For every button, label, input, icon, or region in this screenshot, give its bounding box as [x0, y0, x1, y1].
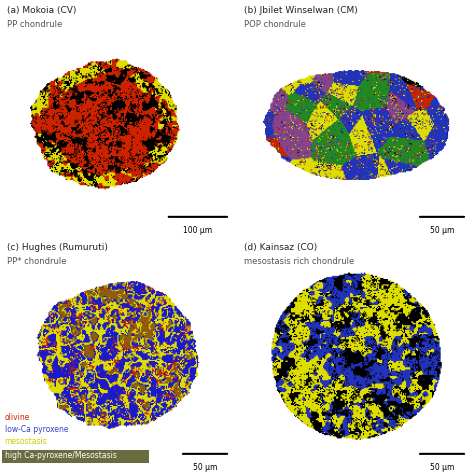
Text: PP chondrule: PP chondrule — [7, 20, 63, 29]
Text: 50 μm: 50 μm — [430, 227, 454, 235]
Text: (c) Hughes (Rumuruti): (c) Hughes (Rumuruti) — [7, 243, 108, 252]
Text: (d) Kainsaz (CO): (d) Kainsaz (CO) — [244, 243, 318, 252]
Text: (a) Mokoia (CV): (a) Mokoia (CV) — [7, 6, 76, 15]
Text: POP chondrule: POP chondrule — [244, 20, 306, 29]
Text: PP* chondrule: PP* chondrule — [7, 257, 67, 266]
Text: 50 μm: 50 μm — [430, 464, 454, 472]
FancyBboxPatch shape — [2, 450, 149, 464]
Text: 100 μm: 100 μm — [183, 227, 212, 235]
Text: olivine: olivine — [5, 413, 30, 421]
Text: (b) Jbilet Winselwan (CM): (b) Jbilet Winselwan (CM) — [244, 6, 358, 15]
Text: mesostasis: mesostasis — [5, 438, 47, 446]
Text: 50 μm: 50 μm — [193, 464, 217, 472]
Text: low-Ca pyroxene: low-Ca pyroxene — [5, 425, 68, 434]
Text: high Ca-pyroxene/Mesostasis: high Ca-pyroxene/Mesostasis — [5, 451, 117, 459]
Text: mesostasis rich chondrule: mesostasis rich chondrule — [244, 257, 355, 266]
